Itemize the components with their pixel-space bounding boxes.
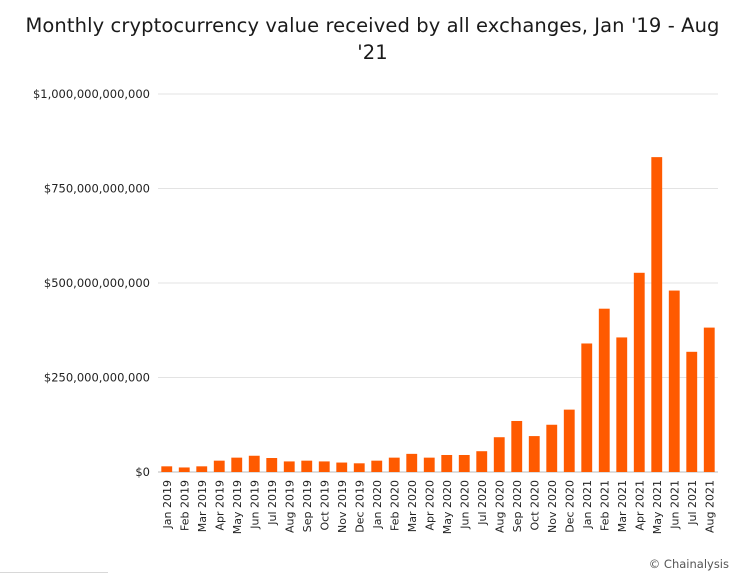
bar-mar-2020 [406, 453, 418, 472]
bar-oct-2020 [528, 436, 540, 472]
bar-may-2021 [651, 157, 663, 472]
bar-dec-2020 [563, 409, 575, 472]
x-tick-label: Jul 2019 [266, 480, 279, 526]
x-tick-label: Sep 2020 [511, 480, 524, 532]
x-tick-label: Mar 2021 [616, 480, 629, 532]
y-axis-tick-labels: $0 $250,000,000,000 $500,000,000,000 $750,0… [33, 87, 150, 479]
bar-jul-2021 [686, 351, 698, 472]
y-tick-label: $750,000,000,000 [44, 182, 150, 196]
y-tick-label: $250,000,000,000 [44, 371, 150, 385]
x-tick-label: May 2019 [231, 480, 244, 534]
x-tick-label: Aug 2019 [283, 480, 296, 533]
bar-jan-2020 [371, 460, 383, 472]
bar-nov-2019 [336, 462, 348, 472]
x-tick-label: Jul 2020 [476, 480, 489, 526]
bar-may-2019 [231, 457, 243, 472]
x-tick-label: May 2020 [441, 480, 454, 534]
x-tick-label: Apr 2021 [633, 480, 646, 531]
bar-aug-2019 [283, 461, 295, 472]
bar-jul-2019 [266, 458, 278, 472]
x-tick-label: Jun 2021 [668, 480, 681, 530]
bar-jul-2020 [476, 451, 488, 472]
x-tick-label: Apr 2020 [423, 480, 436, 531]
y-tick-label: $500,000,000,000 [44, 276, 150, 290]
divider [0, 572, 108, 573]
x-tick-label: Jun 2020 [458, 480, 471, 530]
bar-oct-2019 [318, 461, 330, 472]
bar-apr-2020 [423, 457, 435, 472]
y-tick-label: $0 [135, 465, 150, 479]
x-tick-label: Nov 2019 [336, 480, 349, 533]
x-tick-label: Aug 2021 [703, 480, 716, 533]
x-tick-label: Jul 2021 [686, 480, 699, 526]
x-tick-label: Sep 2019 [301, 480, 314, 532]
bar-mar-2019 [196, 466, 208, 472]
bar-apr-2021 [633, 272, 645, 472]
chainalysis-brand: © Chainalysis [648, 557, 729, 571]
bar-feb-2019 [178, 467, 190, 472]
chart-title: Monthly cryptocurrency value received by… [25, 14, 720, 64]
bar-feb-2020 [388, 457, 400, 472]
x-tick-label: Mar 2020 [406, 480, 419, 532]
y-tick-label: $1,000,000,000,000 [33, 87, 150, 101]
bar-sep-2020 [511, 420, 523, 472]
x-tick-label: Oct 2019 [318, 480, 331, 531]
x-tick-label: Oct 2020 [528, 480, 541, 531]
x-tick-label: Jan 2019 [161, 480, 174, 529]
x-tick-label: Apr 2019 [213, 480, 226, 531]
bar-jan-2021 [581, 343, 593, 472]
bar-jan-2019 [161, 466, 173, 472]
bar-feb-2021 [598, 308, 610, 472]
bars [161, 157, 715, 472]
x-tick-label: Jan 2020 [371, 480, 384, 529]
x-tick-label: Feb 2019 [178, 480, 191, 531]
x-tick-label: Mar 2019 [196, 480, 209, 532]
bar-may-2020 [441, 454, 453, 472]
x-tick-label: Feb 2021 [598, 480, 611, 531]
bar-sep-2019 [301, 460, 313, 472]
bar-jun-2020 [458, 454, 470, 472]
bar-mar-2021 [616, 337, 628, 472]
x-tick-label: Dec 2019 [353, 480, 366, 533]
x-tick-label: Aug 2020 [493, 480, 506, 533]
x-tick-label: Nov 2020 [546, 480, 559, 533]
x-tick-label: May 2021 [651, 480, 664, 534]
x-tick-label: Dec 2020 [563, 480, 576, 533]
bar-apr-2019 [213, 460, 225, 472]
x-tick-label: Feb 2020 [388, 480, 401, 531]
x-tick-label: Jan 2021 [581, 480, 594, 529]
bar-aug-2021 [703, 327, 715, 472]
bar-nov-2020 [546, 424, 558, 472]
bar-jun-2019 [248, 455, 260, 472]
bar-aug-2020 [493, 437, 505, 472]
bar-dec-2019 [353, 463, 365, 472]
x-axis-tick-labels: Jan 2019 Feb 2019 Mar 2019 Apr 2019 May 2019… [161, 480, 717, 534]
bar-jun-2021 [668, 290, 680, 472]
x-tick-label: Jun 2019 [248, 480, 261, 530]
